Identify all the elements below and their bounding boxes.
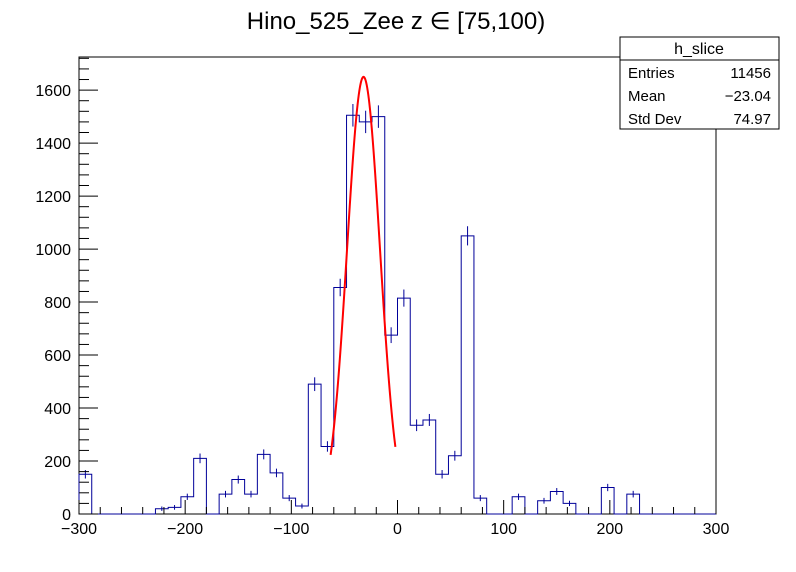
y-tick-label: 1000 (35, 242, 71, 259)
stats-mean-label: Mean (628, 88, 666, 105)
y-tick-label: 400 (44, 401, 71, 418)
stats-entries-label: Entries (628, 65, 675, 82)
x-tick-label: 200 (596, 521, 623, 538)
stats-mean-value: −23.04 (725, 88, 771, 105)
y-tick-label: 1200 (35, 189, 71, 206)
y-tick-label: 600 (44, 348, 71, 365)
x-tick-label: −300 (61, 521, 97, 538)
x-tick-label: −100 (273, 521, 309, 538)
x-tick-label: 0 (393, 521, 402, 538)
stats-box-frame (619, 36, 780, 130)
stats-entries-value: 11456 (730, 65, 771, 82)
histogram-bins (78, 104, 716, 515)
x-tick-label: −200 (167, 521, 203, 538)
y-tick-label: 0 (62, 507, 71, 524)
fit-curve (329, 75, 397, 455)
x-tick-label: 100 (490, 521, 517, 538)
axes: −300 −200 −100 0 100 200 300 0 200 400 600 800 1000 1… (35, 57, 730, 538)
histogram-outline (78, 114, 716, 515)
y-tick-label: 1600 (35, 83, 71, 100)
stats-box: h_slice Entries 11456 Mean −23.04 Std De… (619, 36, 780, 130)
stats-stddev-label: Std Dev (628, 111, 682, 128)
y-tick-label: 200 (44, 454, 71, 471)
chart-title: Hino_525_Zee z ∈ [75,100) (247, 8, 545, 35)
stats-box-title: h_slice (674, 41, 724, 58)
y-tick-label: 1400 (35, 136, 71, 153)
gaussian-fit (329, 75, 397, 455)
stats-stddev-value: 74.97 (733, 111, 771, 128)
x-tick-label: 300 (703, 521, 730, 538)
y-tick-label: 800 (44, 295, 71, 312)
